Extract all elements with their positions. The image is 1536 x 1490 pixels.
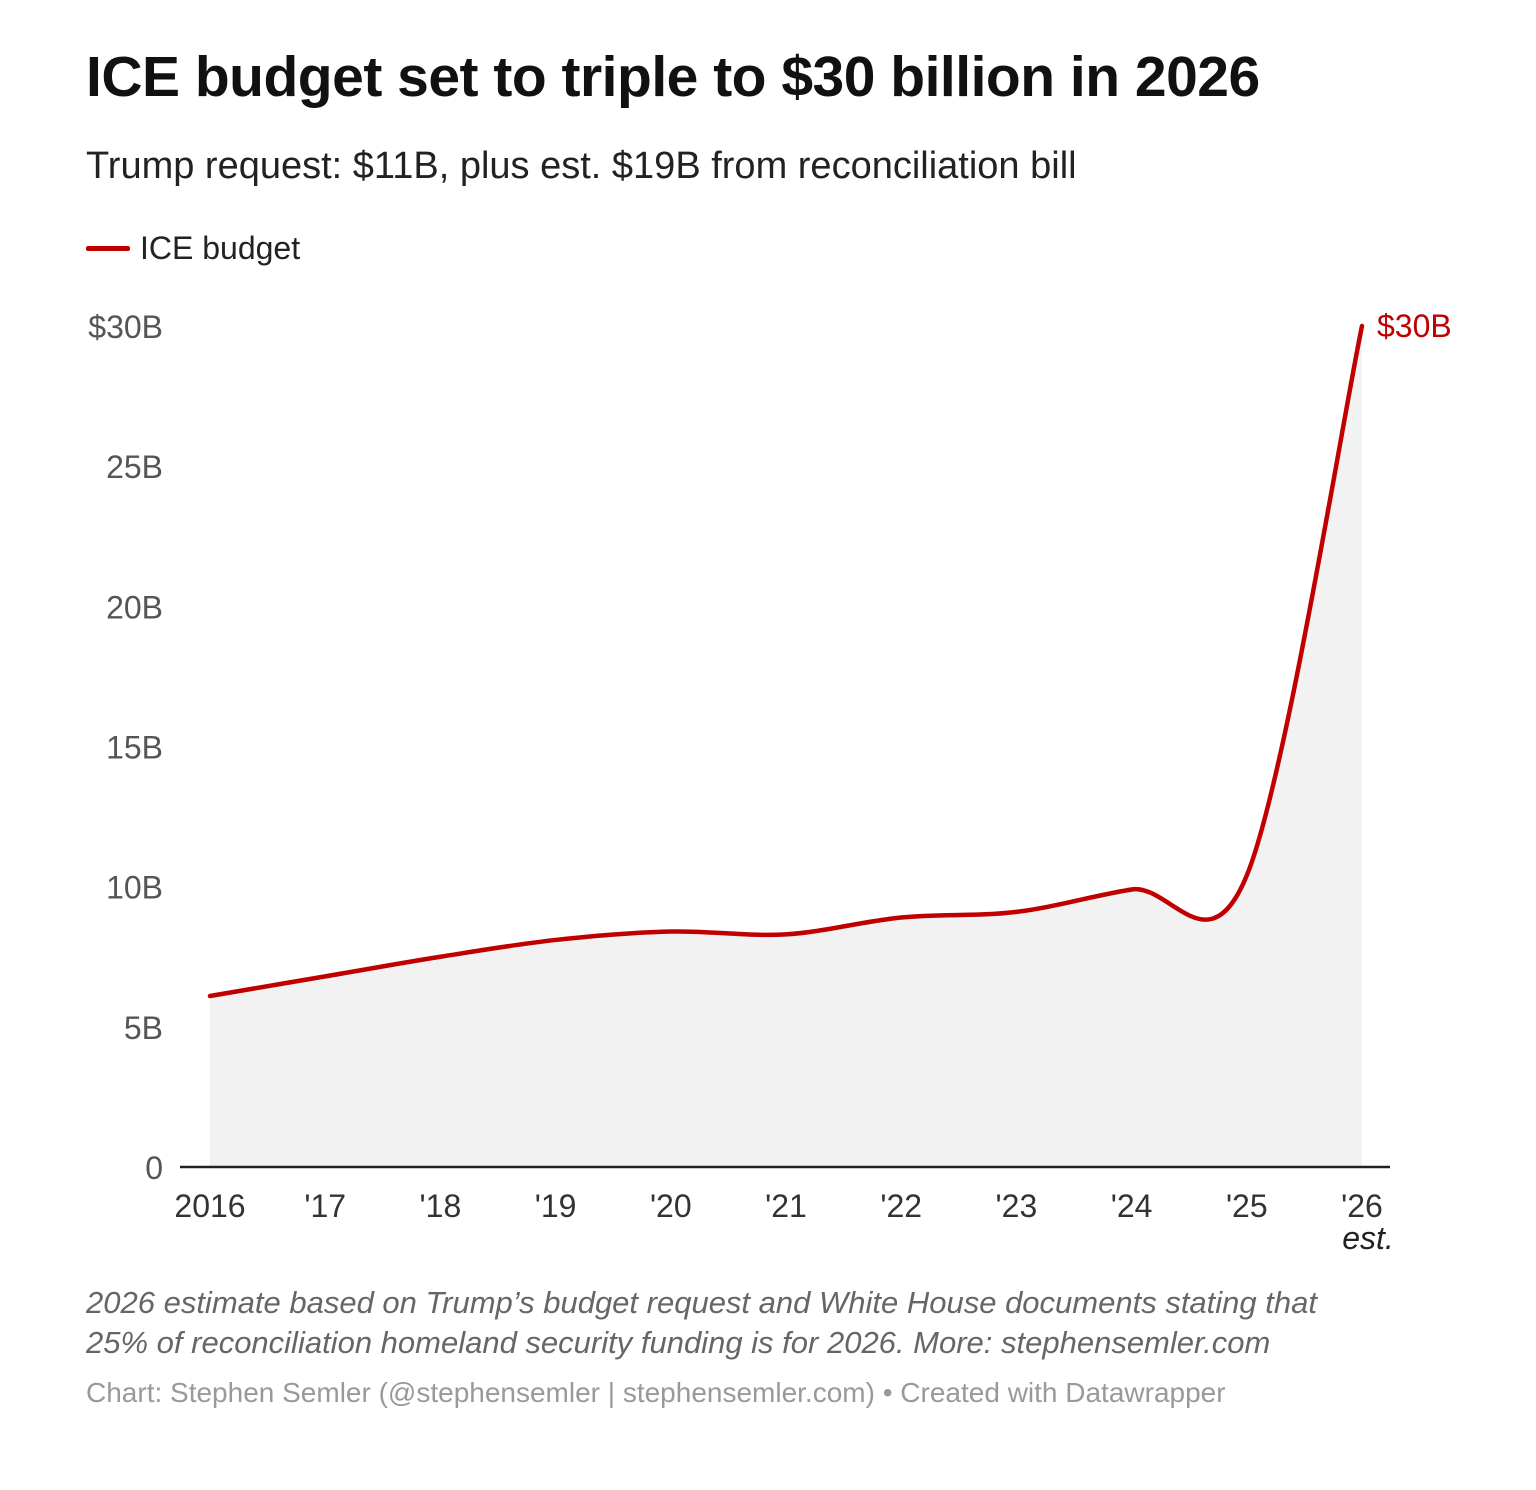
x-tick-label: 2016: [174, 1188, 245, 1224]
x-tick-label: '26: [1341, 1188, 1383, 1224]
y-tick-label: 20B: [106, 589, 163, 625]
x-tick-label: '25: [1226, 1188, 1268, 1224]
legend-label: ICE budget: [140, 230, 301, 266]
y-tick-label: 15B: [106, 730, 163, 766]
x-tick-label: '17: [304, 1188, 346, 1224]
end-value-label: $30B: [1377, 308, 1452, 344]
chart-credit: Chart: Stephen Semler (@stephensemler | …: [86, 1377, 1226, 1408]
y-tick-label: 25B: [106, 449, 163, 485]
x-tick-label: '18: [420, 1188, 462, 1224]
y-tick-label: 10B: [106, 870, 163, 906]
x-tick-label: '23: [996, 1188, 1038, 1224]
chart-subtitle: Trump request: $11B, plus est. $19B from…: [86, 145, 1077, 187]
area-fill: [210, 326, 1362, 1167]
line-chart: 0 5B 10B 15B 20B 25B $30B 2016 '17 '18 '19 '20 '21 '2…: [88, 308, 1452, 1256]
chart-notes: 2026 estimate based on Trump’s budget re…: [86, 1283, 1486, 1363]
x-tick-label: '22: [880, 1188, 922, 1224]
note-line: 2026 estimate based on Trump’s budget re…: [86, 1285, 1317, 1320]
x-tick-label: '20: [650, 1188, 692, 1224]
x-tick-label: '21: [765, 1188, 807, 1224]
y-tick-label: $30B: [88, 309, 163, 345]
series-line-ice-budget: [207, 323, 1365, 999]
legend: ICE budget: [86, 230, 300, 267]
chart-title: ICE budget set to triple to $30 billion …: [86, 45, 1260, 109]
x-tick-label: '24: [1111, 1188, 1153, 1224]
x-tick-label: '19: [535, 1188, 577, 1224]
x-tick-sublabel: est.: [1342, 1220, 1394, 1256]
y-tick-label: 0: [145, 1150, 163, 1186]
y-tick-label: 5B: [124, 1010, 163, 1046]
legend-swatch: [86, 246, 130, 251]
note-line: 25% of reconciliation homeland security …: [86, 1325, 1271, 1360]
